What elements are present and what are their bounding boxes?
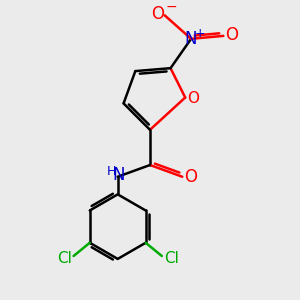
Text: O: O [188,92,200,106]
Text: O: O [151,5,164,23]
Text: Cl: Cl [164,251,178,266]
Text: +: + [195,27,205,40]
Text: N: N [112,166,124,184]
Text: O: O [225,26,238,44]
Text: Cl: Cl [57,251,72,266]
Text: O: O [184,168,197,186]
Text: H: H [106,165,116,178]
Text: −: − [165,0,177,14]
Text: N: N [185,30,197,48]
